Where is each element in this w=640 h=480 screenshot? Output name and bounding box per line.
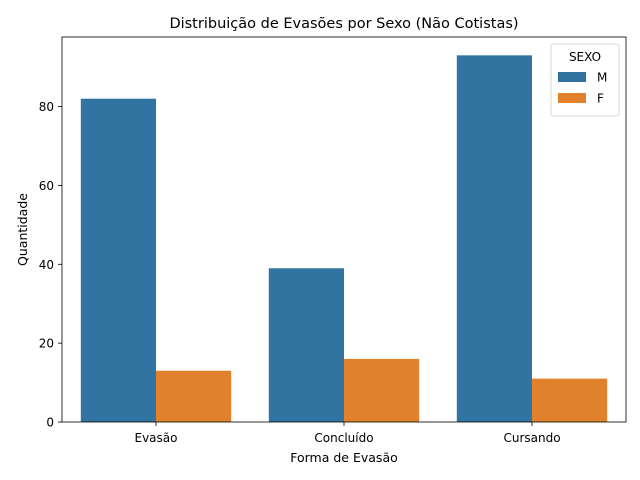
chart-title: Distribuição de Evasões por Sexo (Não Co… — [169, 16, 518, 32]
bar-F-0 — [156, 370, 232, 422]
bar-M-2 — [456, 55, 532, 422]
legend-label-F: F — [597, 92, 604, 106]
x-tick-label: Cursando — [503, 431, 560, 445]
legend-label-M: M — [597, 71, 607, 85]
y-tick-label: 40 — [39, 258, 54, 272]
plot-frame — [61, 36, 627, 423]
legend: SEXO MF — [550, 43, 620, 117]
legend-swatch-M — [558, 72, 586, 82]
legend-swatch-F — [558, 93, 586, 103]
bars-group — [80, 55, 608, 422]
y-tick-label: 0 — [46, 416, 54, 430]
y-tick-label: 20 — [39, 337, 54, 351]
y-axis-ticks: 0 20 40 60 80 — [39, 100, 62, 430]
bar-M-1 — [268, 268, 344, 422]
x-axis-label: Forma de Evasão — [290, 450, 398, 465]
bar-F-1 — [344, 358, 420, 422]
bar-M-0 — [80, 98, 156, 422]
x-axis-ticks: Evasão Concluído Cursando — [135, 422, 561, 445]
x-tick-label: Concluído — [314, 431, 373, 445]
y-tick-label: 60 — [39, 179, 54, 193]
bar-F-2 — [532, 378, 608, 422]
x-tick-label: Evasão — [135, 431, 178, 445]
y-tick-label: 80 — [39, 100, 54, 114]
y-axis-label: Quantidade — [15, 193, 30, 266]
legend-title: SEXO — [569, 50, 601, 64]
